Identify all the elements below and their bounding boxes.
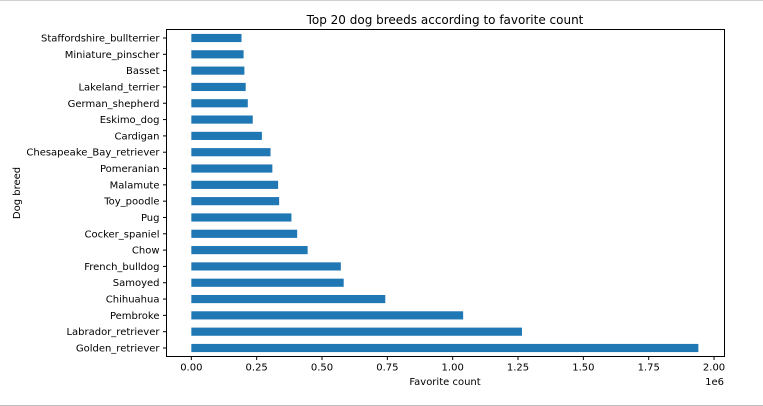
bar-golden-retriever <box>191 343 699 353</box>
y-axis: Golden_retriever Labrador_retriever Pembro… <box>26 34 167 355</box>
bars-group <box>191 33 699 353</box>
y-tick-label: Labrador_retriever <box>66 327 160 338</box>
chart-title: Top 20 dog breeds according to favorite … <box>306 13 584 27</box>
x-tick-label: 2.00 <box>703 363 725 374</box>
x-tick-label: 0.75 <box>376 363 398 374</box>
y-tick-label: Lakeland_terrier <box>78 82 160 93</box>
bar-cocker-spaniel <box>191 229 298 238</box>
x-axis: 0.00 0.25 0.50 0.75 1.00 1.25 1.50 1.75 2.00 <box>180 356 725 374</box>
x-tick-label: 1.25 <box>507 363 529 374</box>
y-tick-label: German_shepherd <box>68 99 160 110</box>
bar-chow <box>191 246 308 255</box>
y-tick-label: Staffordshire_bullterrier <box>41 34 160 45</box>
y-tick-label: Samoyed <box>113 278 160 289</box>
y-tick-label: Chihuahua <box>106 295 160 306</box>
x-axis-offset-label: 1e6 <box>705 377 724 388</box>
y-tick-label: Basset <box>126 66 160 77</box>
y-tick-label: Pomeranian <box>100 164 160 175</box>
bar-german-shepherd <box>191 99 248 108</box>
bar-miniature-pinscher <box>191 50 244 59</box>
bar-pomeranian <box>191 164 273 173</box>
x-tick-label: 0.25 <box>246 363 268 374</box>
y-tick-label: Chow <box>132 246 160 257</box>
x-tick-label: 0.50 <box>311 363 333 374</box>
bar-chesapeake-bay-retriever <box>191 148 271 157</box>
bar-cardigan <box>191 131 262 140</box>
x-tick-label: 1.75 <box>638 363 660 374</box>
bar-staffordshire-bullterrier <box>191 33 242 43</box>
x-tick-label: 1.50 <box>572 363 594 374</box>
bar-labrador-retriever <box>191 327 522 336</box>
y-tick-label: Toy_poodle <box>103 197 159 208</box>
y-tick-label: Eskimo_dog <box>100 115 160 126</box>
x-tick-label: 1.00 <box>442 363 464 374</box>
bar-samoyed <box>191 278 344 287</box>
plot-frame <box>166 29 725 357</box>
y-tick-label: Miniature_pinscher <box>65 50 161 61</box>
y-tick-label: Pembroke <box>110 311 160 322</box>
bar-chihuahua <box>191 294 386 304</box>
bar-french-bulldog <box>191 262 341 271</box>
bar-eskimo-dog <box>191 115 253 124</box>
bar-toy-poodle <box>191 197 280 206</box>
bar-basset <box>191 66 245 75</box>
y-tick-label: Chesapeake_Bay_retriever <box>26 148 160 159</box>
bar-lakeland-terrier <box>191 82 246 92</box>
bar-pembroke <box>191 311 464 320</box>
x-axis-label: Favorite count <box>409 377 480 388</box>
bar-malamute <box>191 180 279 189</box>
y-tick-label: French_bulldog <box>84 262 159 273</box>
x-tick-label: 0.00 <box>180 363 202 374</box>
bar-pug <box>191 213 292 222</box>
y-axis-label: Dog breed <box>12 167 23 219</box>
y-tick-label: Pug <box>141 213 160 224</box>
y-tick-label: Golden_retriever <box>76 344 161 355</box>
y-tick-label: Malamute <box>110 180 160 191</box>
y-tick-label: Cardigan <box>115 131 160 142</box>
y-tick-label: Cocker_spaniel <box>84 229 159 240</box>
